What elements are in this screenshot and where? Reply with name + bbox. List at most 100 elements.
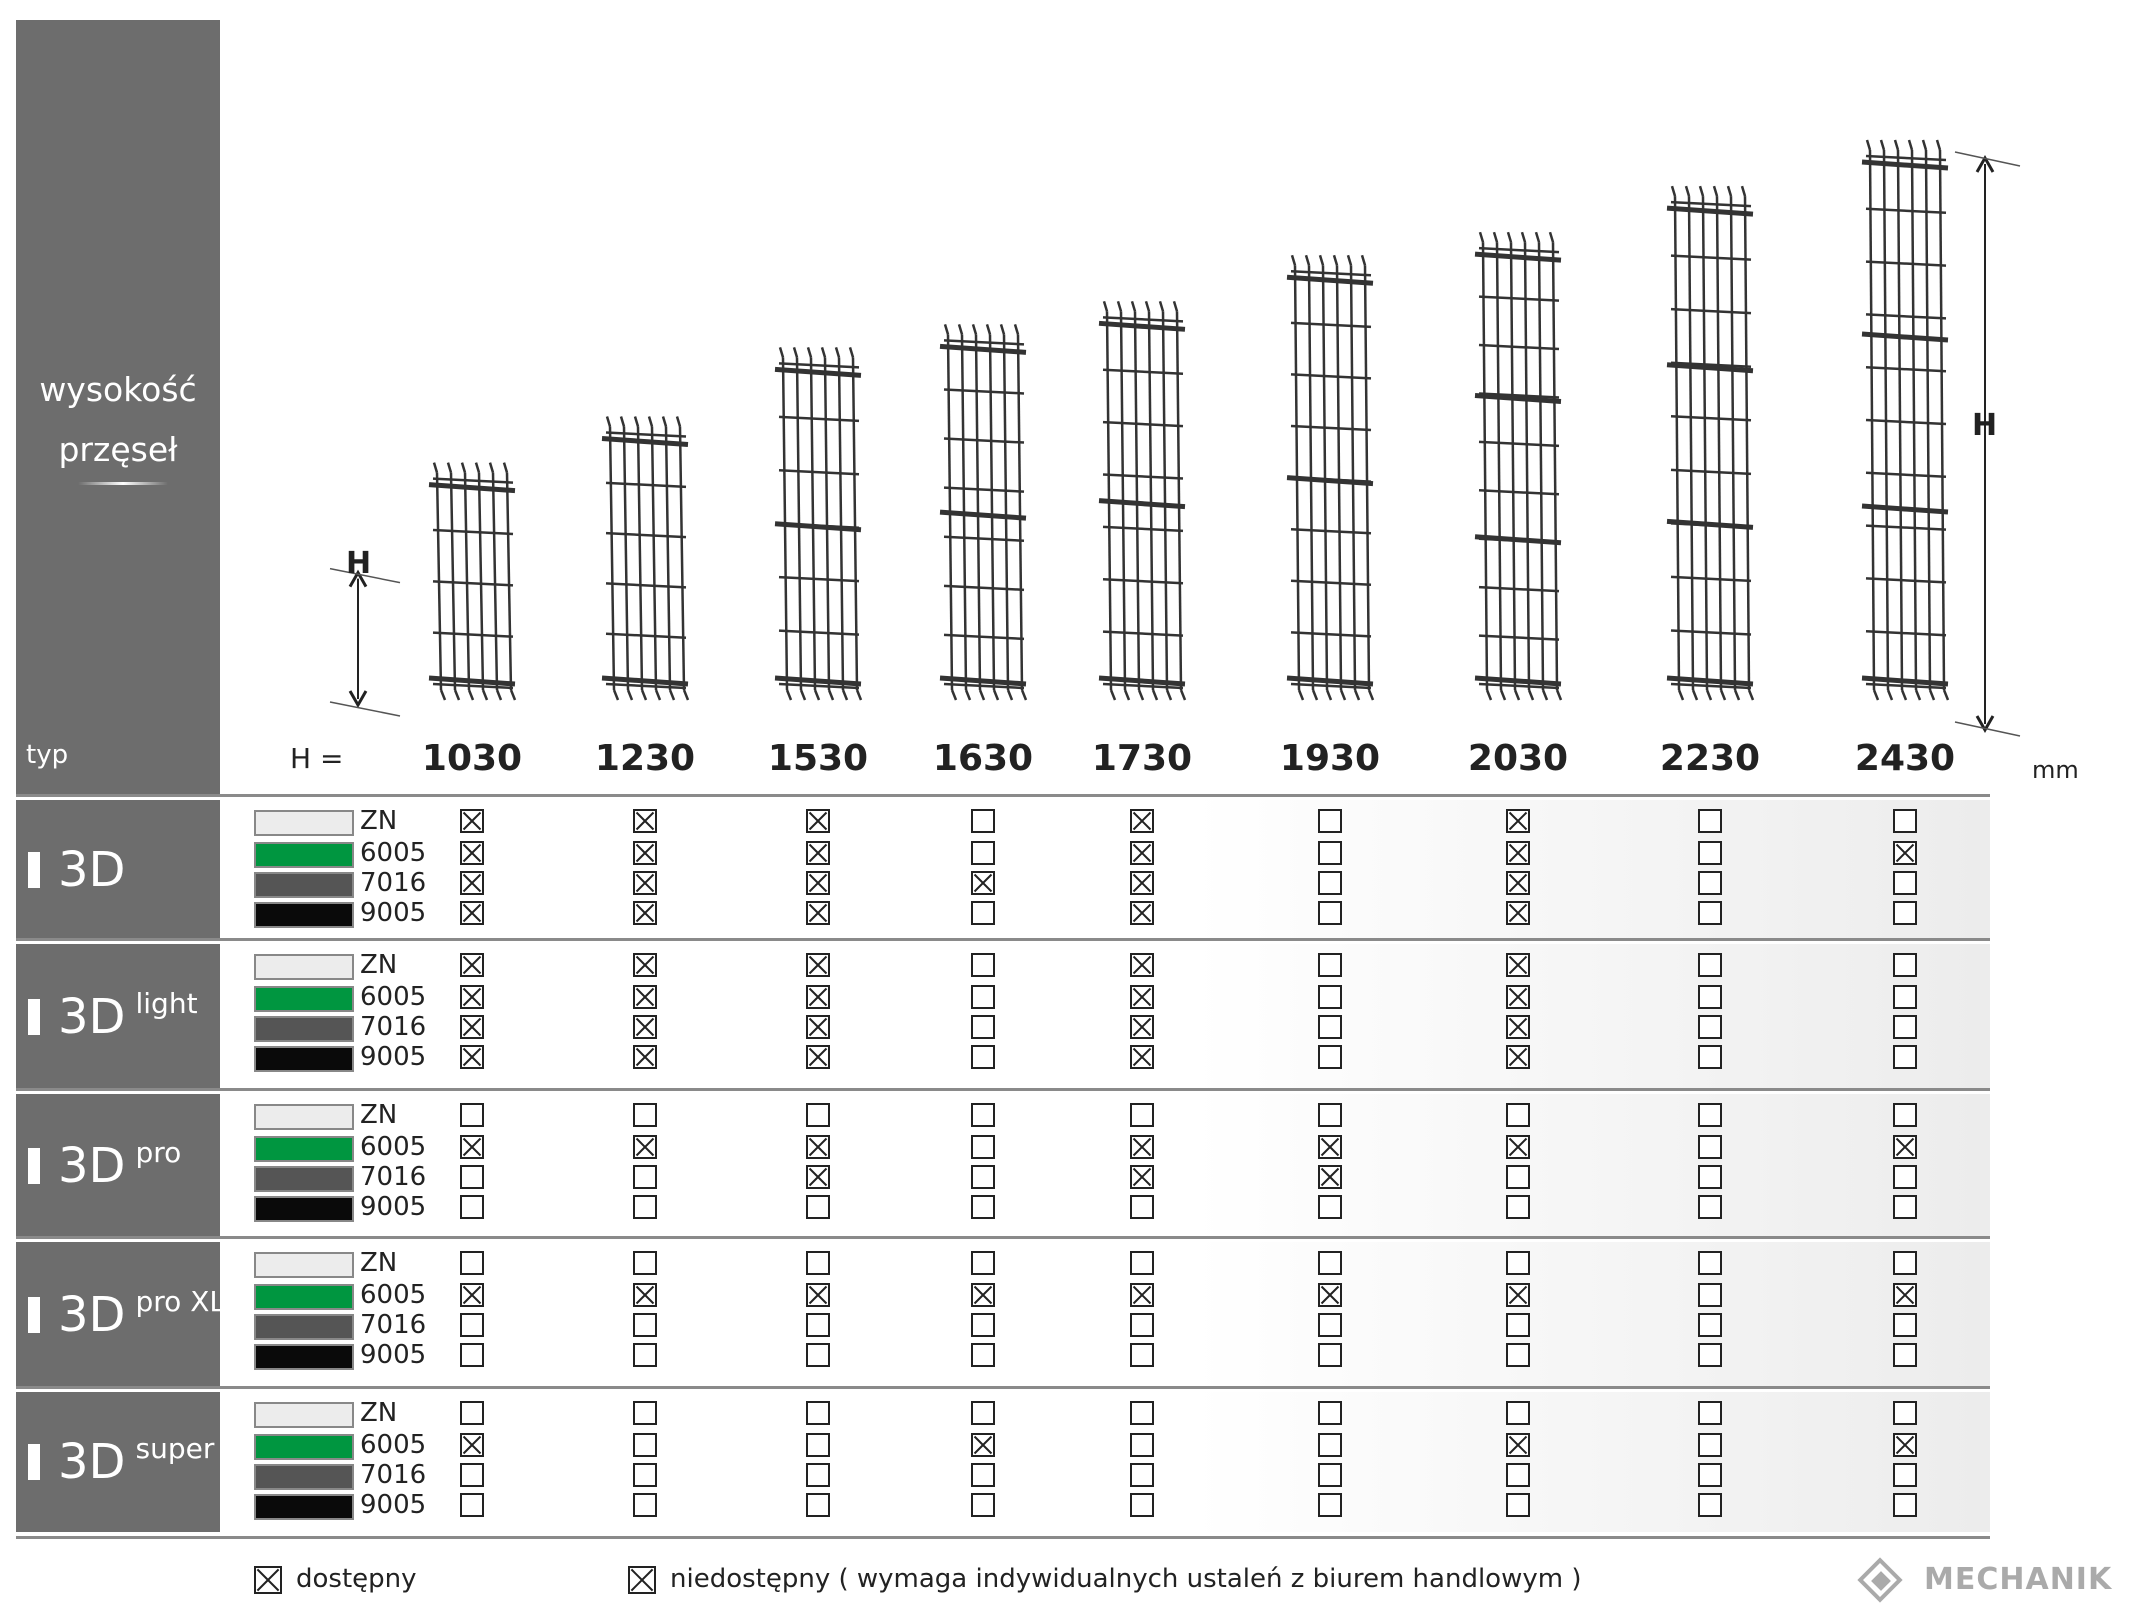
availability-checkbox <box>633 1313 657 1337</box>
availability-checkbox <box>633 1103 657 1127</box>
color-swatch-6005 <box>254 986 354 1012</box>
availability-checkbox <box>633 1045 657 1069</box>
type-name-text: 3D <box>58 1138 126 1194</box>
availability-checkbox <box>806 1283 830 1307</box>
availability-checkbox <box>1318 1463 1342 1487</box>
availability-checkbox <box>806 1135 830 1159</box>
color-swatch-7016 <box>254 872 354 898</box>
availability-checkbox <box>1893 841 1917 865</box>
availability-checkbox <box>633 1343 657 1367</box>
type-variant-text: pro XL <box>135 1285 225 1318</box>
availability-checkbox <box>633 985 657 1009</box>
color-swatch-6005 <box>254 1284 354 1310</box>
availability-checkbox <box>1130 901 1154 925</box>
availability-checkbox <box>1698 871 1722 895</box>
availability-checkbox <box>1130 871 1154 895</box>
availability-checkbox <box>633 1283 657 1307</box>
availability-checkbox <box>806 1401 830 1425</box>
type-variant-text: pro <box>135 1136 182 1169</box>
availability-checkbox <box>1506 841 1530 865</box>
availability-checkbox <box>460 1251 484 1275</box>
color-swatch-ZN <box>254 1402 354 1428</box>
availability-checkbox <box>1506 901 1530 925</box>
fence-panel-1630 <box>939 324 1028 701</box>
availability-checkbox <box>806 809 830 833</box>
availability-checkbox <box>1893 953 1917 977</box>
availability-checkbox <box>460 953 484 977</box>
availability-checkbox <box>460 1463 484 1487</box>
availability-checkbox <box>1893 985 1917 1009</box>
availability-checkbox <box>460 809 484 833</box>
availability-checkbox <box>633 1165 657 1189</box>
legend-unavailable-checkbox <box>628 1566 656 1594</box>
availability-checkbox <box>806 1343 830 1367</box>
type-row-background <box>220 800 1990 940</box>
dimension-label-right: H <box>1972 408 1998 443</box>
availability-checkbox <box>1698 1313 1722 1337</box>
color-code-ZN: ZN <box>360 1398 398 1428</box>
type-name-text: 3D <box>58 1434 126 1490</box>
color-code-9005: 9005 <box>360 1340 427 1370</box>
availability-checkbox <box>1893 1165 1917 1189</box>
availability-checkbox <box>460 1103 484 1127</box>
color-swatch-7016 <box>254 1464 354 1490</box>
type-name: 3D light <box>28 989 198 1045</box>
color-swatch-9005 <box>254 1046 354 1072</box>
availability-checkbox <box>633 1015 657 1039</box>
availability-checkbox <box>1893 871 1917 895</box>
availability-checkbox <box>806 1463 830 1487</box>
availability-checkbox <box>460 841 484 865</box>
dimension-label-left: H <box>346 546 372 581</box>
availability-checkbox <box>1893 1463 1917 1487</box>
color-swatch-9005 <box>254 902 354 928</box>
type-name: 3D <box>28 842 126 898</box>
type-name: 3D pro XL <box>28 1287 225 1343</box>
availability-checkbox <box>1318 1045 1342 1069</box>
availability-checkbox <box>1130 985 1154 1009</box>
availability-checkbox <box>1698 1401 1722 1425</box>
availability-checkbox <box>1698 1045 1722 1069</box>
row-separator <box>16 1236 1990 1239</box>
type-variant-text: light <box>135 987 198 1020</box>
height-label-2230: 2230 <box>1659 738 1761 779</box>
color-swatch-ZN <box>254 954 354 980</box>
availability-checkbox <box>1130 1045 1154 1069</box>
availability-checkbox <box>460 1343 484 1367</box>
fence-panel-1030 <box>428 462 517 701</box>
availability-checkbox <box>633 1135 657 1159</box>
color-code-9005: 9005 <box>360 1192 427 1222</box>
availability-checkbox <box>1130 1463 1154 1487</box>
unit-label: mm <box>2032 756 2079 784</box>
availability-checkbox <box>1698 901 1722 925</box>
typ-label: typ <box>26 740 69 770</box>
color-code-ZN: ZN <box>360 1248 398 1278</box>
color-code-ZN: ZN <box>360 1100 398 1130</box>
availability-checkbox <box>1130 1015 1154 1039</box>
color-code-6005: 6005 <box>360 982 427 1012</box>
fence-panel-2430 <box>1861 139 1950 701</box>
availability-checkbox <box>971 1195 995 1219</box>
row-separator <box>16 1088 1990 1091</box>
availability-checkbox <box>1130 1433 1154 1457</box>
availability-checkbox <box>1130 1195 1154 1219</box>
availability-checkbox <box>1130 1283 1154 1307</box>
height-label-1230: 1230 <box>594 738 696 779</box>
availability-checkbox <box>1130 841 1154 865</box>
availability-checkbox <box>971 1493 995 1517</box>
color-swatch-9005 <box>254 1196 354 1222</box>
color-code-6005: 6005 <box>360 838 427 868</box>
row-separator <box>16 938 1990 941</box>
type-row-label-cell: 3D pro XL <box>16 1242 225 1388</box>
height-label-2430: 2430 <box>1854 738 1956 779</box>
availability-checkbox <box>1893 1493 1917 1517</box>
availability-checkbox <box>1893 1313 1917 1337</box>
availability-checkbox <box>971 871 995 895</box>
type-row-background <box>220 1242 1990 1388</box>
color-swatch-9005 <box>254 1344 354 1370</box>
availability-checkbox <box>1130 1135 1154 1159</box>
availability-checkbox <box>633 1433 657 1457</box>
availability-checkbox <box>1893 1251 1917 1275</box>
availability-checkbox <box>633 809 657 833</box>
availability-checkbox <box>633 1251 657 1275</box>
type-name-text: 3D <box>58 842 126 898</box>
